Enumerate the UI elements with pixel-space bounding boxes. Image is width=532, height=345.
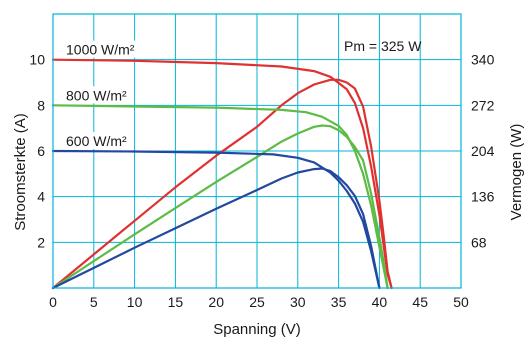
series-label: 1000 W/m² xyxy=(66,42,135,58)
iv-curve xyxy=(51,104,389,290)
x-tick-labels: 0 5 10 15 20 25 30 35 40 45 50 xyxy=(49,294,469,310)
y-tick-label: 10 xyxy=(29,52,45,68)
series-label-bg xyxy=(64,132,130,149)
y2-tick-label: 68 xyxy=(471,234,487,250)
y-tick-label: 2 xyxy=(37,234,45,250)
x-axis-title: Spanning (V) xyxy=(213,321,301,338)
x-tick-label: 30 xyxy=(290,294,306,310)
series-label: 800 W/m² xyxy=(66,87,127,103)
power-curve xyxy=(51,167,381,290)
y-tick-labels: 2 4 6 8 10 xyxy=(29,52,45,251)
power-curve xyxy=(51,78,393,290)
x-tick-label: 35 xyxy=(331,294,347,310)
y-tick-label: 4 xyxy=(37,189,45,205)
series-label-bg xyxy=(64,40,137,58)
series-labels: 1000 W/m² 800 W/m² 600 W/m² xyxy=(64,40,137,149)
y2-tick-label: 204 xyxy=(471,143,495,159)
series-lines xyxy=(51,58,393,290)
y2-axis-title: Vermogen (W) xyxy=(508,124,525,221)
x-tick-label: 15 xyxy=(168,294,184,310)
x-tick-label: 5 xyxy=(90,294,98,310)
x-tick-label: 20 xyxy=(208,294,224,310)
x-tick-label: 50 xyxy=(453,294,469,310)
plot-border xyxy=(52,13,462,289)
x-tick-label: 45 xyxy=(412,294,428,310)
y2-tick-labels: 68 136 204 272 340 xyxy=(471,52,495,251)
plot-frame xyxy=(52,13,462,289)
iv-curve xyxy=(51,149,381,290)
series-label: 600 W/m² xyxy=(66,133,127,149)
y2-tick-label: 136 xyxy=(471,189,495,205)
x-tick-label: 0 xyxy=(49,294,57,310)
x-tick-label: 40 xyxy=(372,294,388,310)
y-tick-label: 6 xyxy=(37,143,45,159)
y-tick-label: 8 xyxy=(37,97,45,113)
iv-curve xyxy=(51,58,393,290)
x-tick-label: 25 xyxy=(249,294,265,310)
pm-annotation: Pm = 325 W xyxy=(344,38,422,54)
x-tick-label: 10 xyxy=(127,294,143,310)
series-label-bg xyxy=(64,86,130,104)
y-axis-title: Stroomsterkte (A) xyxy=(12,113,29,231)
power-curve xyxy=(51,124,389,290)
y2-tick-label: 272 xyxy=(471,97,495,113)
y2-tick-label: 340 xyxy=(471,52,495,68)
